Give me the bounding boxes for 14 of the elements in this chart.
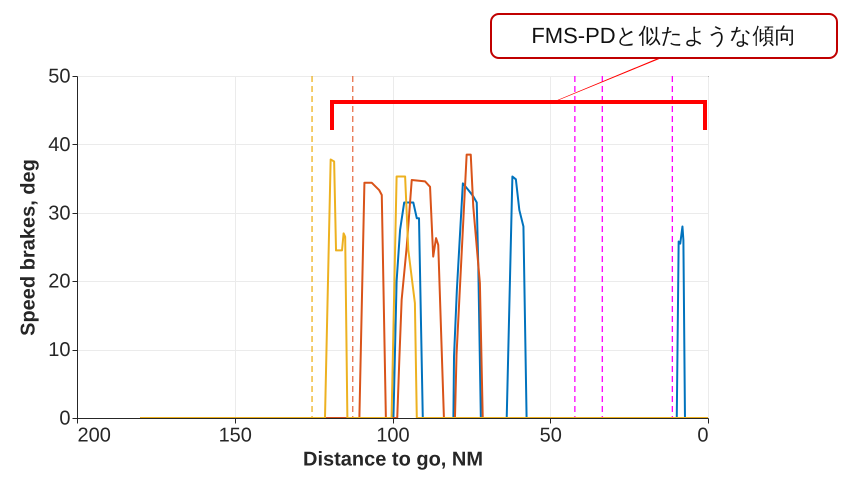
x-tick-label: 50	[540, 424, 562, 446]
y-tick-label: 20	[48, 270, 70, 293]
x-tick-label: 0	[697, 424, 708, 446]
y-axis-title: Speed brakes, deg	[17, 159, 40, 336]
x-tick-label: 100	[376, 424, 410, 446]
y-tick-label: 10	[48, 339, 70, 362]
x-axis-title: Distance to go, NM	[302, 448, 484, 470]
y-tick-label: 40	[48, 134, 70, 156]
x-tick-label: 200	[78, 424, 111, 446]
y-tick-label: 50	[48, 66, 70, 88]
y-tick-label: 30	[48, 202, 70, 224]
x-tick-label: 150	[218, 424, 252, 446]
text: FMS-PDと似たような傾向	[490, 13, 838, 59]
y-tick-label: 0	[59, 408, 70, 430]
